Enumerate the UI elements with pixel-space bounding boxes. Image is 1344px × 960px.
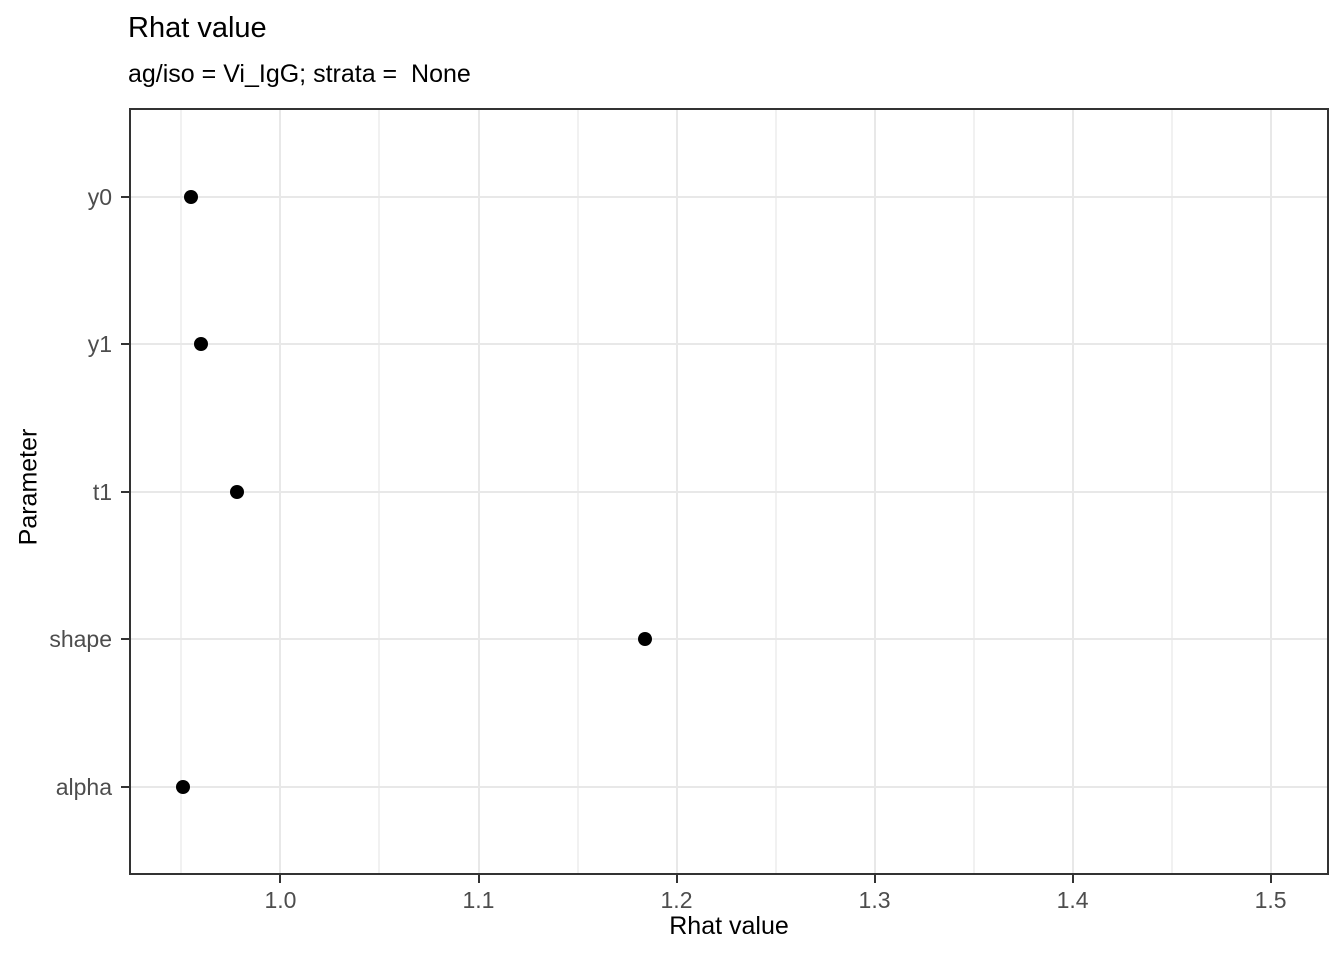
x-tick-label: 1.0 — [264, 887, 297, 913]
x-tick-mark — [1071, 875, 1074, 883]
x-tick-label: 1.4 — [1056, 887, 1089, 913]
x-tick-label: 1.3 — [858, 887, 891, 913]
gridline-y-major — [131, 490, 1327, 493]
y-tick-label: alpha — [55, 773, 112, 800]
x-tick-mark — [675, 875, 678, 883]
data-point-shape — [637, 632, 652, 646]
x-tick-label: 1.1 — [462, 887, 495, 913]
data-point-alpha — [176, 779, 191, 794]
y-axis-title: Parameter — [14, 428, 43, 546]
data-point-y0 — [184, 189, 199, 204]
gridline-y-major — [131, 343, 1327, 345]
y-tick-mark — [121, 785, 129, 788]
x-tick-mark — [477, 875, 480, 883]
gridline-y-major — [131, 195, 1327, 198]
y-tick-mark — [121, 638, 129, 640]
y-tick-label: shape — [49, 626, 112, 652]
x-tick-label: 1.5 — [1254, 887, 1287, 913]
y-tick-mark — [121, 343, 129, 345]
y-tick-label: t1 — [92, 478, 112, 505]
gridline-y-major — [131, 785, 1327, 788]
y-tick-label: y1 — [87, 331, 112, 357]
y-tick-label: y0 — [87, 183, 112, 210]
x-tick-mark — [279, 875, 282, 883]
y-tick-mark — [121, 195, 129, 198]
gridline-y-major — [131, 638, 1327, 640]
plot-panel — [129, 108, 1329, 875]
x-tick-mark — [1269, 875, 1272, 883]
x-tick-mark — [873, 875, 876, 883]
plot-title: Rhat value — [128, 12, 267, 44]
plot-subtitle: ag/iso = Vi_IgG; strata = None — [128, 60, 471, 88]
x-axis-title: Rhat value — [669, 912, 789, 940]
y-tick-mark — [121, 490, 129, 493]
x-tick-label: 1.2 — [660, 887, 693, 913]
data-point-t1 — [229, 484, 244, 499]
data-point-y1 — [194, 337, 209, 351]
